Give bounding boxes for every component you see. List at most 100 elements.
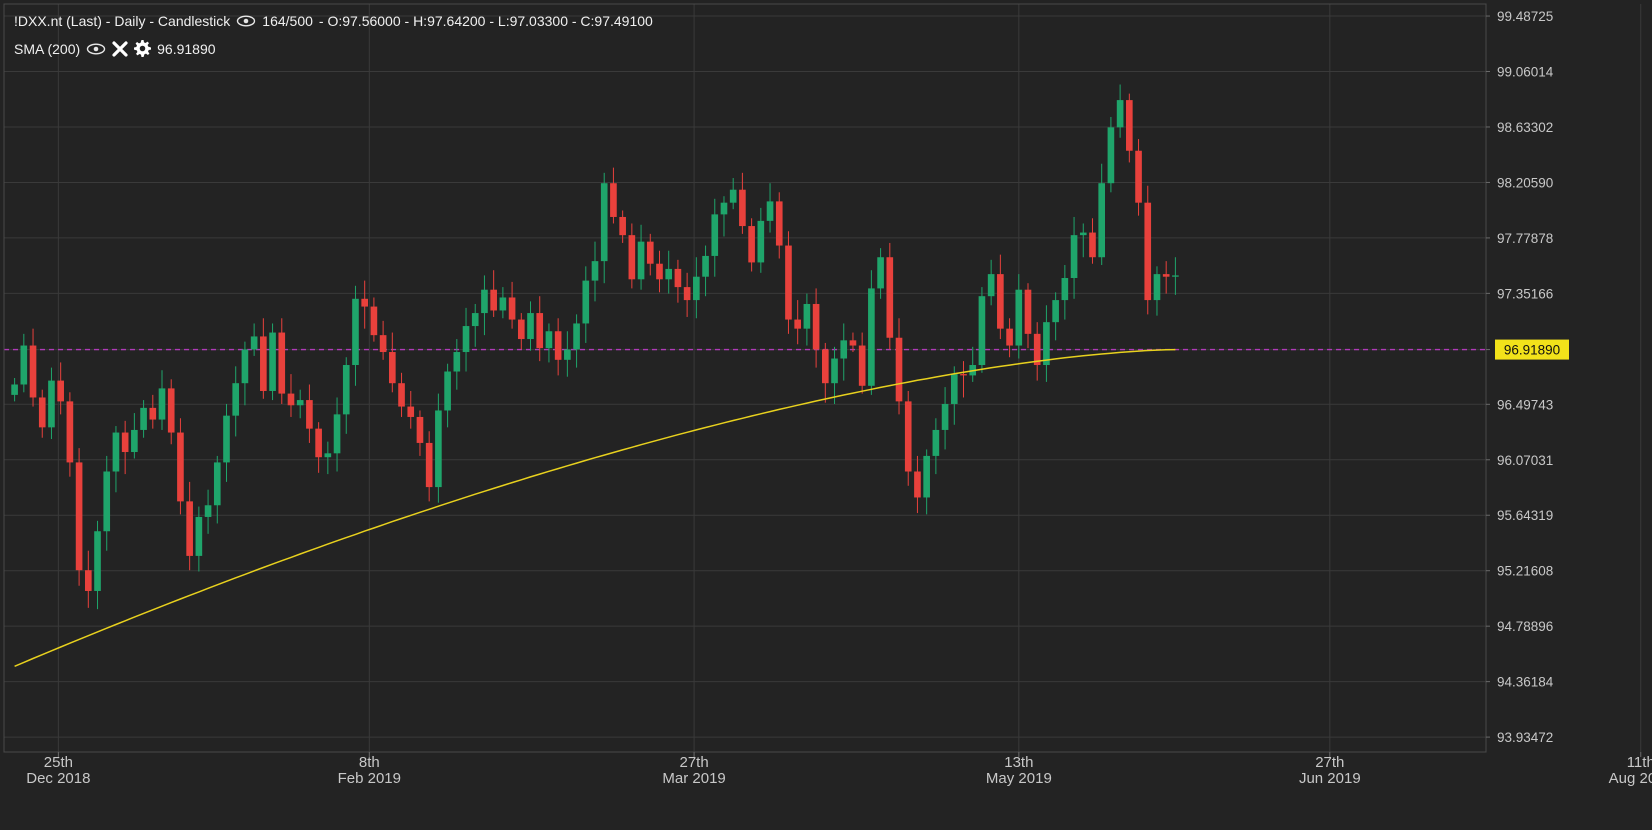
candle[interactable] bbox=[232, 366, 240, 437]
candle[interactable] bbox=[416, 410, 424, 456]
candle[interactable] bbox=[1098, 163, 1106, 266]
candle[interactable] bbox=[177, 418, 184, 515]
candle[interactable] bbox=[48, 367, 55, 440]
candle[interactable] bbox=[444, 363, 451, 428]
candle[interactable] bbox=[656, 250, 663, 293]
candle[interactable] bbox=[803, 293, 811, 346]
candle[interactable] bbox=[84, 550, 92, 608]
candle[interactable] bbox=[1033, 322, 1041, 381]
candle[interactable] bbox=[720, 196, 728, 237]
candle[interactable] bbox=[1153, 266, 1161, 316]
candle[interactable] bbox=[204, 489, 212, 534]
candle[interactable] bbox=[914, 455, 921, 514]
candle[interactable] bbox=[481, 275, 488, 336]
candle[interactable] bbox=[1052, 292, 1059, 341]
candle[interactable] bbox=[646, 233, 654, 276]
candle[interactable] bbox=[693, 257, 700, 319]
candle[interactable] bbox=[950, 366, 958, 425]
candle[interactable] bbox=[103, 455, 111, 551]
candle[interactable] bbox=[923, 449, 930, 515]
candle[interactable] bbox=[527, 301, 534, 351]
candle[interactable] bbox=[1162, 261, 1170, 294]
candle[interactable] bbox=[306, 384, 313, 443]
candle[interactable] bbox=[1006, 318, 1013, 358]
candle[interactable] bbox=[121, 420, 129, 475]
candle[interactable] bbox=[140, 400, 147, 438]
candle[interactable] bbox=[20, 333, 28, 393]
candle[interactable] bbox=[877, 248, 884, 299]
candle[interactable] bbox=[407, 390, 415, 429]
candle[interactable] bbox=[112, 426, 120, 493]
candle[interactable] bbox=[821, 342, 829, 403]
candle[interactable] bbox=[38, 389, 46, 438]
candle[interactable] bbox=[370, 297, 378, 342]
candle[interactable] bbox=[840, 323, 848, 381]
eye-icon[interactable] bbox=[86, 42, 106, 55]
candle[interactable] bbox=[729, 178, 737, 210]
candle[interactable] bbox=[1070, 216, 1078, 299]
candle[interactable] bbox=[278, 318, 286, 404]
candle[interactable] bbox=[29, 328, 37, 407]
candle[interactable] bbox=[748, 218, 755, 272]
candle[interactable] bbox=[582, 266, 590, 343]
eye-icon[interactable] bbox=[236, 15, 256, 27]
candle[interactable] bbox=[213, 455, 221, 524]
candle[interactable] bbox=[987, 259, 995, 306]
candle[interactable] bbox=[11, 378, 18, 402]
candle[interactable] bbox=[978, 287, 986, 373]
candle[interactable] bbox=[895, 318, 903, 415]
candle[interactable] bbox=[66, 392, 74, 477]
candle[interactable] bbox=[610, 167, 617, 224]
candle[interactable] bbox=[389, 332, 396, 393]
candles[interactable] bbox=[11, 84, 1179, 610]
candle[interactable] bbox=[517, 313, 525, 350]
candle[interactable] bbox=[941, 387, 949, 450]
candle[interactable] bbox=[628, 223, 636, 289]
candle[interactable] bbox=[1015, 274, 1023, 359]
candle[interactable] bbox=[186, 481, 193, 571]
candle[interactable] bbox=[886, 242, 894, 350]
candle[interactable] bbox=[1172, 257, 1179, 295]
candle[interactable] bbox=[665, 250, 673, 294]
candle[interactable] bbox=[250, 323, 258, 356]
candle[interactable] bbox=[591, 241, 599, 302]
candle[interactable] bbox=[195, 506, 203, 572]
candle[interactable] bbox=[904, 390, 912, 486]
candle[interactable] bbox=[785, 231, 792, 334]
candle[interactable] bbox=[490, 270, 497, 317]
candle[interactable] bbox=[564, 331, 571, 377]
candle[interactable] bbox=[554, 318, 562, 376]
candle[interactable] bbox=[858, 332, 866, 394]
remove-indicator-icon[interactable] bbox=[112, 40, 128, 57]
candle[interactable] bbox=[1089, 218, 1096, 264]
candle[interactable] bbox=[637, 224, 645, 290]
candle[interactable] bbox=[57, 362, 64, 415]
candle[interactable] bbox=[794, 300, 801, 345]
candle[interactable] bbox=[324, 441, 332, 475]
candle[interactable] bbox=[149, 394, 157, 429]
candle[interactable] bbox=[1116, 84, 1124, 138]
candle[interactable] bbox=[287, 374, 295, 417]
candle[interactable] bbox=[296, 389, 304, 419]
candle[interactable] bbox=[766, 183, 774, 233]
candle[interactable] bbox=[1144, 185, 1152, 315]
candle[interactable] bbox=[849, 332, 857, 353]
candle[interactable] bbox=[536, 296, 544, 362]
candle[interactable] bbox=[499, 287, 507, 319]
candle[interactable] bbox=[619, 210, 626, 243]
candle[interactable] bbox=[674, 259, 682, 303]
candle[interactable] bbox=[775, 192, 783, 259]
candle[interactable] bbox=[379, 320, 387, 360]
candle[interactable] bbox=[333, 397, 341, 472]
candle[interactable] bbox=[932, 418, 940, 475]
candle[interactable] bbox=[75, 448, 83, 586]
candle[interactable] bbox=[508, 281, 516, 329]
gear-icon[interactable] bbox=[134, 40, 152, 57]
candle[interactable] bbox=[361, 280, 369, 329]
candle[interactable] bbox=[1024, 283, 1032, 349]
candle[interactable] bbox=[1043, 305, 1050, 382]
candle[interactable] bbox=[1107, 116, 1115, 193]
candle[interactable] bbox=[425, 431, 433, 502]
candle[interactable] bbox=[471, 303, 479, 347]
